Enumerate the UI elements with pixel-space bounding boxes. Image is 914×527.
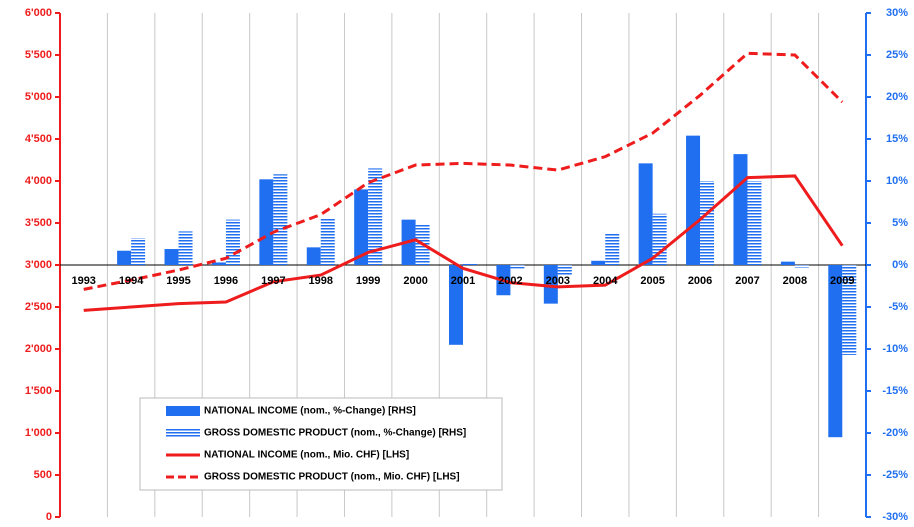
x-tick-label: 2006: [688, 275, 712, 287]
legend-label: NATIONAL INCOME (nom., Mio. CHF) [LHS]: [204, 450, 409, 461]
bar: [510, 265, 525, 269]
bar: [117, 250, 132, 265]
y-tick-label: 3'000: [25, 259, 52, 271]
bar: [780, 261, 795, 265]
legend-swatch: [166, 428, 200, 438]
y2-tick-label: 5%: [892, 217, 908, 229]
y-tick-label: 4'000: [25, 175, 52, 187]
y-tick-label: 5'500: [25, 49, 52, 61]
y-tick-label: 4'500: [25, 133, 52, 145]
bar: [368, 168, 383, 265]
bar: [733, 154, 748, 265]
y2-tick-label: 10%: [886, 175, 908, 187]
y2-tick-label: -30%: [882, 511, 908, 523]
line: [83, 51, 844, 291]
bar: [747, 181, 762, 265]
x-tick-label: 2009: [830, 275, 854, 287]
x-tick-label: 1995: [166, 275, 190, 287]
legend-swatch: [166, 406, 200, 416]
bar: [463, 263, 477, 265]
bar: [557, 265, 572, 276]
y2-tick-label: -15%: [882, 385, 908, 397]
bar: [164, 249, 179, 265]
legend-label: NATIONAL INCOME (nom., %-Change) [RHS]: [204, 406, 416, 417]
y2-tick-label: 20%: [886, 91, 908, 103]
y2-tick-label: 25%: [886, 49, 908, 61]
x-tick-label: 1997: [261, 275, 285, 287]
x-tick-label: 1994: [119, 275, 144, 287]
line: [83, 174, 844, 312]
x-tick-label: 1999: [356, 275, 380, 287]
bar: [211, 262, 226, 265]
x-tick-label: 2005: [640, 275, 664, 287]
bar: [543, 265, 558, 304]
x-tick-label: 2002: [498, 275, 522, 287]
bar: [794, 265, 809, 268]
x-tick-label: 2003: [546, 275, 570, 287]
bar: [259, 179, 274, 265]
x-tick-label: 2004: [593, 275, 618, 287]
y-tick-label: 1'000: [25, 427, 52, 439]
bar: [652, 213, 667, 265]
x-tick-label: 2008: [783, 275, 807, 287]
y2-tick-label: -10%: [882, 343, 908, 355]
y-tick-label: 500: [34, 469, 52, 481]
bar: [842, 265, 857, 355]
y-tick-label: 2'500: [25, 301, 52, 313]
bar: [449, 265, 463, 345]
x-tick-label: 2007: [735, 275, 759, 287]
bar: [686, 135, 701, 265]
bar: [828, 265, 843, 438]
legend-label: GROSS DOMESTIC PRODUCT (nom., %-Change) …: [204, 428, 466, 439]
y2-tick-label: -5%: [888, 301, 908, 313]
bar: [178, 231, 193, 265]
y-tick-label: 6'000: [25, 7, 52, 19]
legend-box: [139, 397, 503, 491]
bar: [354, 189, 369, 265]
bar: [638, 163, 653, 265]
y-tick-label: 5'000: [25, 91, 52, 103]
y-tick-label: 1'500: [25, 385, 52, 397]
y2-tick-label: -25%: [882, 469, 908, 481]
y2-tick-label: 15%: [886, 133, 908, 145]
bar: [700, 181, 715, 265]
y-tick-label: 3'500: [25, 217, 52, 229]
bar: [131, 238, 146, 265]
x-tick-label: 1993: [71, 275, 95, 287]
y2-tick-label: 0%: [892, 259, 908, 271]
bar: [605, 233, 620, 265]
bar: [306, 247, 321, 265]
x-tick-label: 1996: [214, 275, 238, 287]
legend-label: GROSS DOMESTIC PRODUCT (nom., Mio. CHF) …: [204, 472, 460, 483]
y2-tick-label: -20%: [882, 427, 908, 439]
y2-tick-label: 30%: [886, 7, 908, 19]
bar: [273, 174, 288, 265]
x-tick-label: 2001: [451, 275, 475, 287]
bar: [591, 260, 606, 265]
y-tick-label: 0: [46, 511, 52, 523]
x-tick-label: 1998: [309, 275, 333, 287]
y-tick-label: 2'000: [25, 343, 52, 355]
x-tick-label: 2000: [403, 275, 427, 287]
bar: [320, 218, 335, 265]
